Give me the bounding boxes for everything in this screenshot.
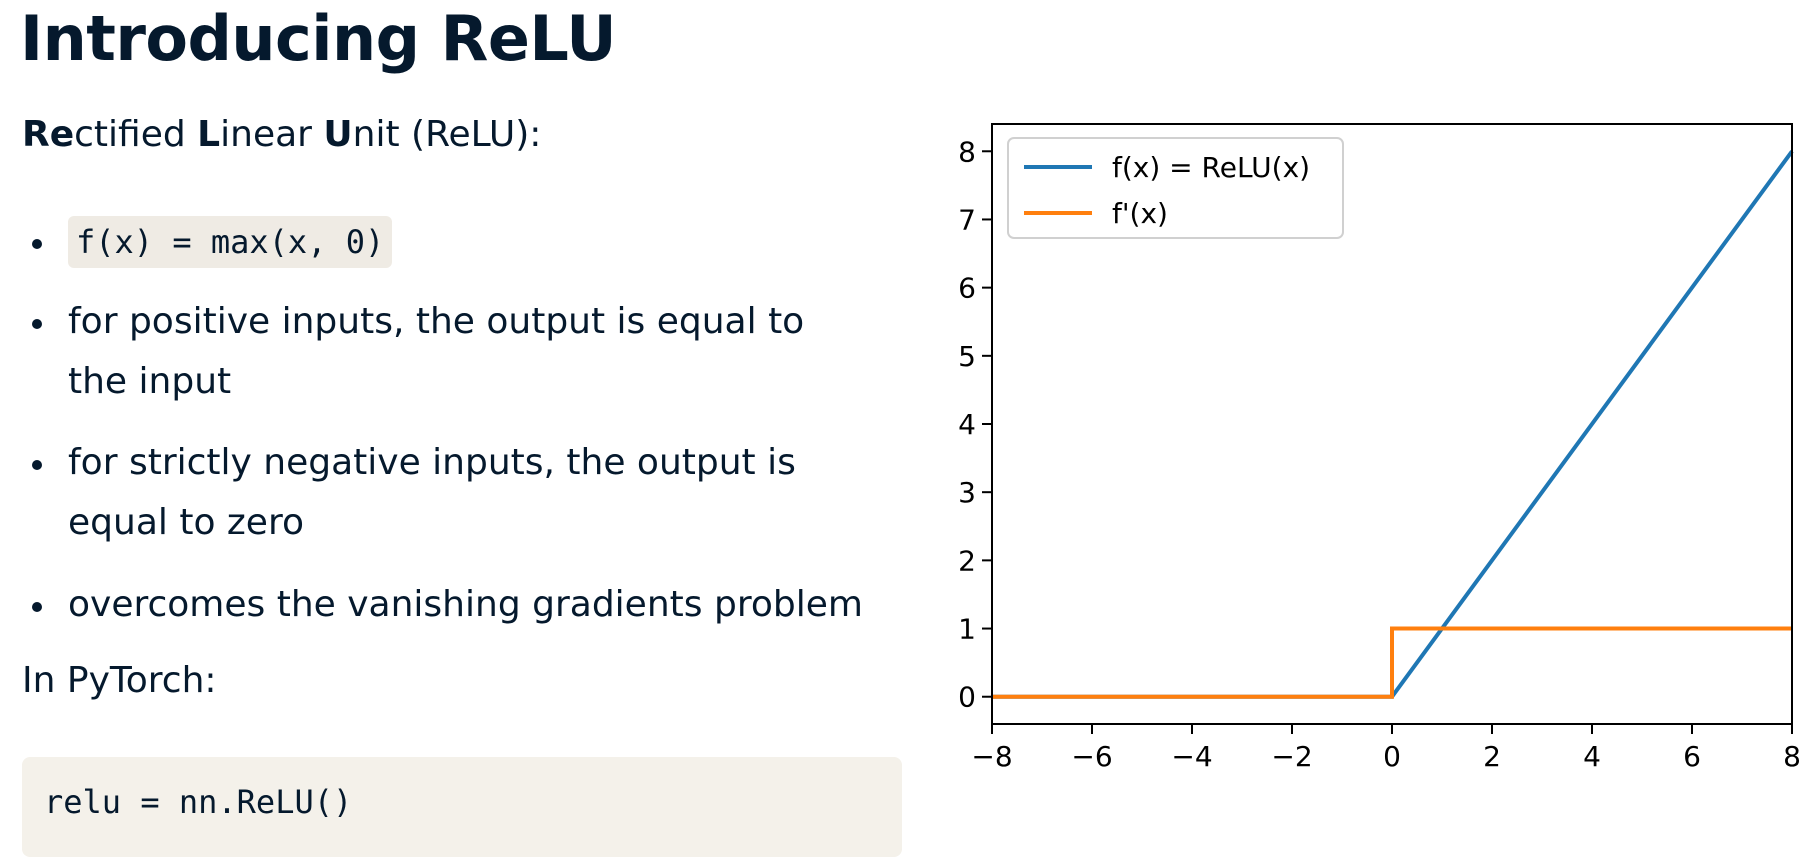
x-tick-label: 6	[1683, 740, 1701, 770]
slide-title: Introducing ReLU	[20, 2, 617, 75]
y-ticks: 0 1 2 3 4 5 6 7 8	[958, 135, 992, 714]
formula-code: f(x) = max(x, 0)	[68, 216, 393, 268]
x-tick-label: 0	[1383, 740, 1401, 770]
series-line-1	[992, 626, 1792, 699]
y-tick-label: 6	[958, 272, 976, 305]
pytorch-label: In PyTorch:	[22, 660, 217, 701]
bullet-text: for positive inputs, the output is equal…	[68, 301, 805, 402]
code-text: relu = nn.ReLU()	[44, 783, 353, 821]
bullet-text: overcomes the vanishing gradients proble…	[68, 584, 863, 625]
x-tick-label: 2	[1483, 740, 1501, 770]
x-tick-label: 4	[1583, 740, 1601, 770]
code-block: relu = nn.ReLU()	[22, 757, 902, 857]
x-ticks: −8 −6 −4 −2 0 2 4 6 8	[971, 724, 1801, 770]
x-tick-label: −4	[1171, 740, 1212, 770]
subtitle-part: Re	[22, 114, 75, 155]
x-tick-label: 8	[1783, 740, 1801, 770]
bullet-text: for strictly negative inputs, the output…	[68, 442, 796, 543]
bullet-negative: for strictly negative inputs, the output…	[32, 433, 868, 553]
subtitle-part: L	[197, 114, 221, 155]
bullet-formula: f(x) = max(x, 0)	[32, 212, 918, 272]
subtitle-part: U	[323, 114, 353, 155]
subtitle-part: nit (ReLU):	[352, 114, 542, 155]
subtitle: Rectified Linear Unit (ReLU):	[22, 114, 541, 155]
bullet-vanishing: overcomes the vanishing gradients proble…	[32, 575, 918, 635]
x-tick-label: −8	[971, 740, 1012, 770]
y-tick-label: 1	[958, 613, 976, 646]
y-tick-label: 5	[958, 340, 976, 373]
y-tick-label: 7	[958, 203, 976, 236]
x-tick-label: −6	[1071, 740, 1112, 770]
plot-lines	[992, 150, 1794, 699]
y-tick-label: 2	[958, 544, 976, 577]
relu-chart: −8 −6 −4 −2 0 2 4 6 8 0 1 2 3 4 5 6 7 8 f(x) = ReLU(x) f'…	[958, 123, 1801, 770]
legend-label: f(x) = ReLU(x)	[1112, 151, 1310, 184]
subtitle-part: inear	[220, 114, 324, 155]
legend: f(x) = ReLU(x) f'(x)	[1007, 137, 1344, 239]
y-tick-label: 4	[958, 408, 976, 441]
y-tick-label: 8	[958, 135, 976, 168]
y-tick-label: 3	[958, 476, 976, 509]
legend-label: f'(x)	[1112, 197, 1168, 230]
x-tick-label: −2	[1271, 740, 1312, 770]
bullet-positive: for positive inputs, the output is equal…	[32, 292, 868, 412]
y-tick-label: 0	[958, 681, 976, 714]
subtitle-part: ctified	[74, 114, 198, 155]
